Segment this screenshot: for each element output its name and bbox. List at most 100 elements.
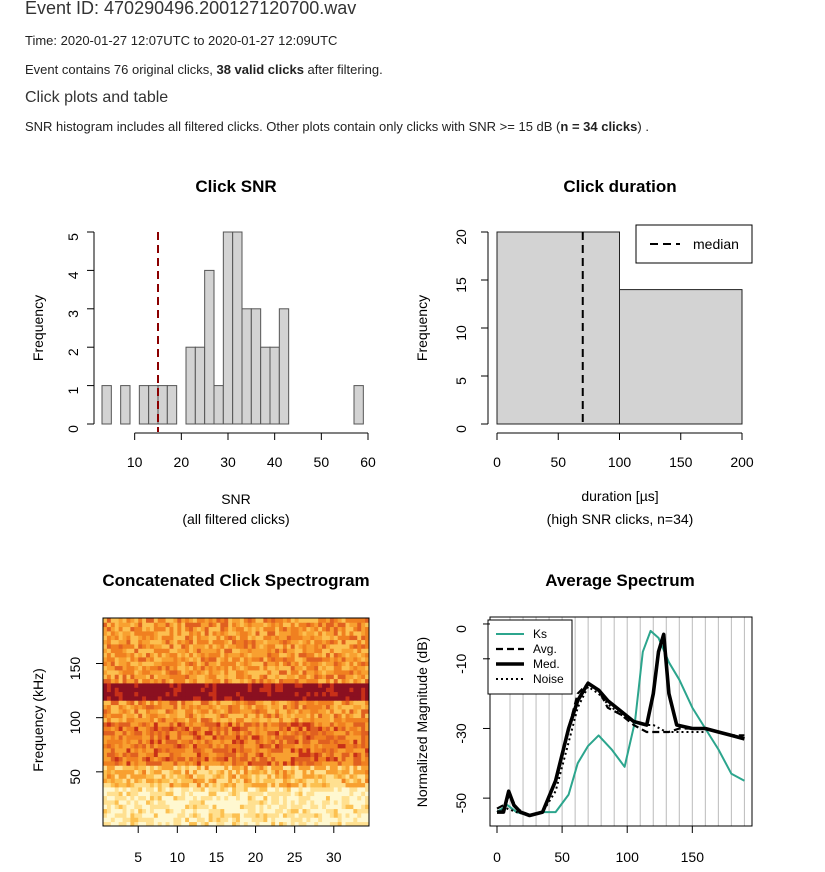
spectrogram-cell-37-25 [200,661,206,667]
spectrogram-cell-11-59 [333,774,339,779]
spectrogram-cell-20-18 [173,735,178,740]
spectrogram-cell-0-13 [153,821,159,827]
spectrogram-cell-14-64 [353,761,358,766]
spectrogram-cell-1-36 [243,817,249,823]
spectrogram-cell-30-33 [232,691,237,697]
spectrogram-cell-17-66 [361,748,366,753]
spectrogram-cell-34-66 [361,674,366,680]
spectrogram-cell-4-1 [106,804,112,810]
spectrogram-cell-7-18 [173,791,178,797]
spectrogram-cell-6-37 [247,795,253,801]
spectrogram-cell-31-35 [239,687,245,693]
spectrogram-cell-17-19 [177,748,182,753]
spectrogram-cell-10-55 [318,778,323,784]
spectrogram-x-tick-label-25: 25 [287,849,303,865]
spectrogram-cell-39-49 [294,652,299,658]
spectrogram-cell-43-63 [349,635,354,641]
spectrogram-cell-21-60 [337,730,343,736]
spectrogram-cell-23-48 [290,722,296,727]
spectrogram-cell-7-45 [279,791,284,797]
spectrogram-cell-29-21 [185,696,190,701]
spectrogram-cell-14-42 [267,761,272,766]
spectrogram-cell-40-9 [138,648,143,654]
spectrogram-cell-4-55 [318,804,323,810]
spectrogram-cell-40-47 [286,648,292,654]
spectrogram-cell-38-15 [161,657,166,662]
spectrogram-cell-21-18 [173,730,178,736]
spectrogram-cell-8-14 [157,787,163,792]
spectrogram-cell-12-53 [310,769,315,775]
spectrogram-cell-19-8 [134,739,139,745]
spectrogram-cell-17-34 [236,748,241,753]
spectrogram-cell-3-31 [224,808,229,814]
spectrogram-cell-3-10 [142,808,147,814]
spectrogram-cell-31-44 [275,687,280,693]
spectrogram-cell-8-12 [149,787,155,792]
spectrogram-cell-46-27 [208,622,213,628]
spectrogram-cell-30-48 [290,691,296,697]
spectrogram-cell-22-31 [224,726,229,732]
spectrogram-cell-46-40 [259,622,264,628]
spectrogram-cell-26-31 [224,709,229,714]
spectrogram-cell-21-57 [325,730,331,736]
spectrogram-cell-5-11 [146,800,151,805]
spectrogram-cell-13-51 [302,765,307,771]
spectrogram-cell-8-4 [118,787,123,792]
spectrogram-cell-37-56 [322,661,327,667]
spectrogram-cell-9-30 [220,782,225,788]
spectrogram-cell-2-53 [310,813,315,818]
spectrogram-cell-1-26 [204,817,210,823]
spectrogram-cell-28-1 [106,700,112,706]
spectrogram-cell-38-56 [322,657,327,662]
snr-x-sublabel: (all filtered clicks) [182,511,289,527]
spectrogram-cell-36-54 [314,665,319,671]
spectrogram-cell-15-8 [134,756,139,762]
spectrogram-cell-20-0 [103,735,108,740]
spectrogram-cell-44-14 [157,631,163,636]
spectrogram-cell-4-30 [220,804,225,810]
spectrogram-cell-6-49 [294,795,299,801]
spectrogram-cell-23-61 [341,722,346,727]
spectrogram-cell-21-3 [114,730,120,736]
spectrogram-cell-15-60 [337,756,343,762]
spectrogram-cell-32-16 [165,683,170,688]
spectrogram-cell-30-13 [153,691,159,697]
spectrogram-cell-17-61 [341,748,346,753]
spectrogram-cell-1-48 [290,817,296,823]
spectrogram-cell-25-58 [329,713,335,719]
spectrogram-cell-14-31 [224,761,229,766]
spectrogram-cell-15-65 [357,756,362,762]
spectrogram-cell-0-27 [208,821,213,827]
spectrogram-cell-46-16 [165,622,170,628]
snr-note-suffix: ) . [637,119,649,134]
snr-x-label: SNR [221,491,251,507]
snr-chart-title: Click SNR [195,177,276,196]
spectrogram-cell-35-31 [224,670,229,675]
spectrogram-cell-24-53 [310,717,315,723]
spectrogram-cell-1-53 [310,817,315,823]
spectrogram-cell-33-22 [189,678,194,684]
spectrogram-cell-7-40 [259,791,264,797]
spectrogram-cell-2-34 [236,813,241,818]
spectrogram-cell-2-3 [114,813,120,818]
spectrogram-cell-42-30 [220,639,225,645]
spectrogram-cell-38-29 [216,657,221,662]
spectrogram-cell-22-39 [255,726,260,732]
spectrogram-cell-11-57 [325,774,331,779]
spectrogram-cell-9-17 [169,782,174,788]
spectrogram-cell-0-7 [130,821,135,827]
spectrogram-cell-44-37 [247,631,253,636]
spectrogram-cell-29-10 [142,696,147,701]
spectrogram-cell-6-28 [212,795,217,801]
spectrogram-cell-21-66 [361,730,366,736]
spectrogram-cell-44-17 [169,631,174,636]
spectrogram-cell-17-43 [271,748,276,753]
spectrogram-cell-23-36 [243,722,249,727]
spectrogram-cell-26-56 [322,709,327,714]
spectrogram-cell-28-61 [341,700,346,706]
spectrogram-cell-5-6 [126,800,131,805]
spectrogram-cell-4-43 [271,804,276,810]
spectrogram-cell-10-48 [290,778,296,784]
spectrogram-cell-13-19 [177,765,182,771]
duration-y-tick-label-10: 10 [453,325,469,341]
